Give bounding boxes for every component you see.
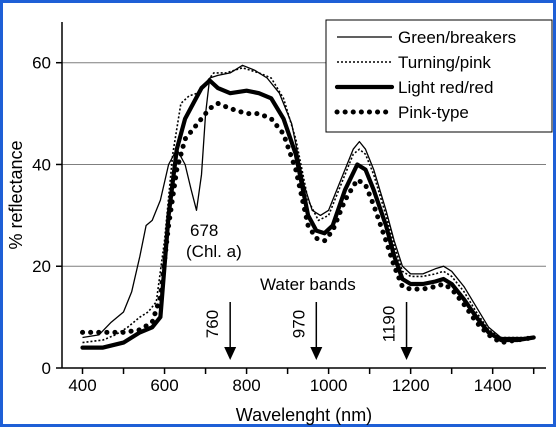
legend-label: Turning/pink <box>398 53 491 72</box>
arrow-head <box>224 347 237 360</box>
x-tick-label: 800 <box>232 376 260 395</box>
legend-label: Green/breakers <box>398 28 516 47</box>
y-tick-label: 60 <box>32 54 51 73</box>
axes <box>56 22 546 374</box>
y-tick-label: 20 <box>32 257 51 276</box>
x-tick-label: 1400 <box>474 376 512 395</box>
arrow-head <box>310 347 323 360</box>
water-band-arrows: 760 970 1190 <box>203 302 413 360</box>
annotation-chl-a: (Chl. a) <box>186 242 242 261</box>
legend-label: Light red/red <box>398 78 493 97</box>
annotation-water-bands: Water bands <box>260 275 356 294</box>
y-tick-label: 0 <box>42 359 51 378</box>
series-light-red-red <box>80 78 536 350</box>
series-layer <box>80 64 537 350</box>
y-axis-title: % reflectance <box>6 140 26 249</box>
tick-labels: 0 20 40 60 400 600 800 1000 1200 1400 <box>32 54 512 395</box>
x-tick-label: 400 <box>68 376 96 395</box>
annotation-678: 678 <box>190 221 218 240</box>
x-tick-label: 600 <box>150 376 178 395</box>
annotations: 678 (Chl. a) Water bands <box>186 221 356 294</box>
legend-label: Pink-type <box>398 103 469 122</box>
legend: Green/breakers Turning/pink Light red/red P… <box>325 19 553 133</box>
arrow-label: 1190 <box>380 306 399 343</box>
x-tick-label: 1000 <box>310 376 348 395</box>
arrow-label: 970 <box>289 310 308 338</box>
series-pink-type <box>80 100 537 346</box>
x-axis-title: Wavelenght (nm) <box>236 405 372 425</box>
series-green-breakers <box>82 64 534 339</box>
y-tick-label: 40 <box>32 155 51 174</box>
x-tick-label: 1200 <box>392 376 430 395</box>
legend-box <box>325 19 553 133</box>
series-turning-pink <box>82 67 534 344</box>
arrow-label: 760 <box>203 310 222 338</box>
arrow-head <box>400 347 413 360</box>
